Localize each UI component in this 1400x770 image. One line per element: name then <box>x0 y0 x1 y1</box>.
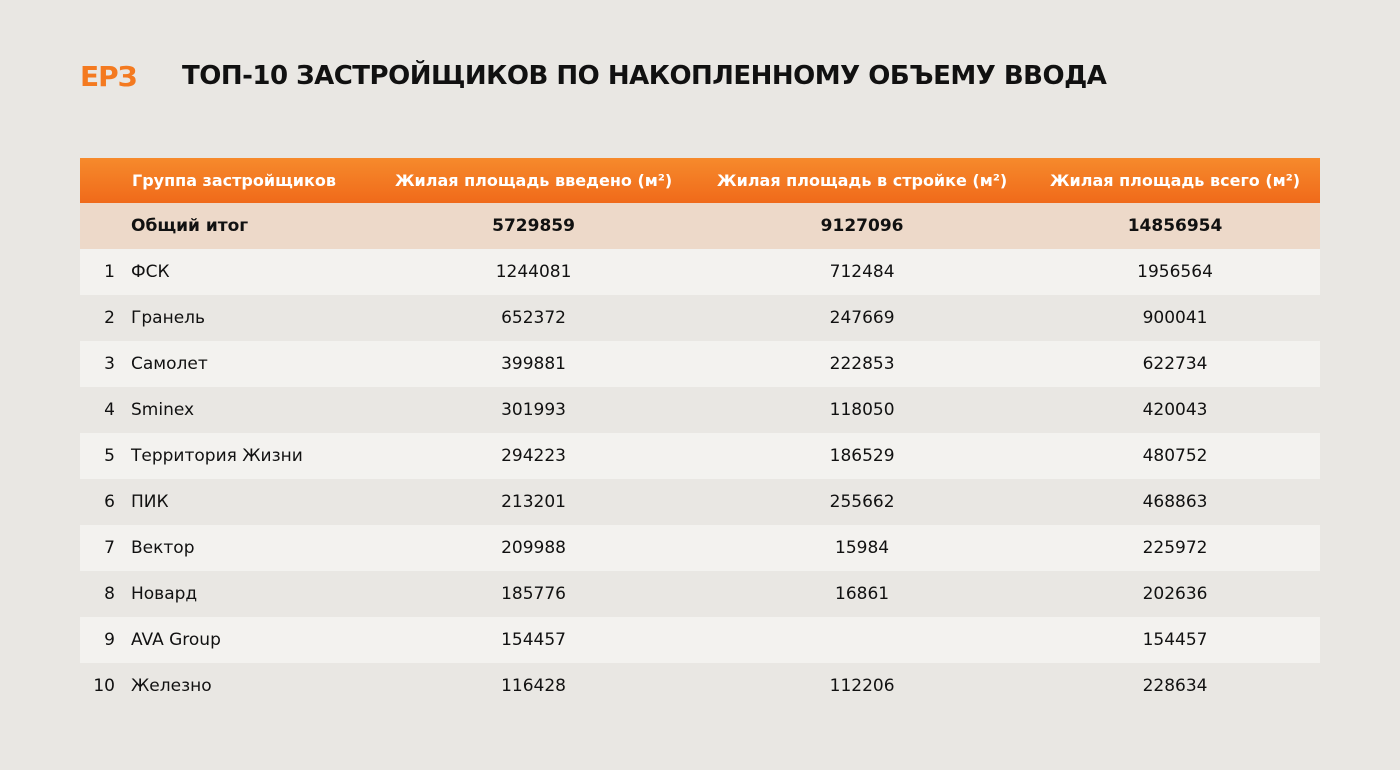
header-cell <box>80 158 131 203</box>
cell: 1 <box>80 249 131 295</box>
cell: ПИК <box>131 479 373 525</box>
row: 3 Самолет 399881 222853 622734 <box>80 341 1320 387</box>
cell: 399881 <box>373 341 695 387</box>
cell: 420043 <box>1030 387 1320 433</box>
cell: 116428 <box>373 663 695 709</box>
title: ТОП-10 ЗАСТРОЙЩИКОВ ПО НАКОПЛЕННОМУ ОБЪЕ… <box>182 61 1107 91</box>
cell: 185776 <box>373 571 695 617</box>
cell: 222853 <box>694 341 1031 387</box>
cell: 8 <box>80 571 131 617</box>
cell: 5729859 <box>373 203 695 249</box>
header-cell: Жилая площадь в стройке (м²) <box>694 158 1031 203</box>
cell: 9127096 <box>694 203 1031 249</box>
row: 8 Новард 185776 16861 202636 <box>80 571 1320 617</box>
cell: 5 <box>80 433 131 479</box>
logo: ЕРЗ <box>80 60 138 93</box>
row: 4 Sminex 301993 118050 420043 <box>80 387 1320 433</box>
cell: 6 <box>80 479 131 525</box>
cell: 154457 <box>1030 617 1320 663</box>
cell: Железно <box>131 663 373 709</box>
cell: 4 <box>80 387 131 433</box>
cell: 154457 <box>373 617 695 663</box>
header-cell: Жилая площадь всего (м²) <box>1030 158 1320 203</box>
cell: 652372 <box>373 295 695 341</box>
row: 10 Железно 116428 112206 228634 <box>80 663 1320 709</box>
cell: 247669 <box>694 295 1031 341</box>
cell: 16861 <box>694 571 1031 617</box>
cell: Новард <box>131 571 373 617</box>
cell: 301993 <box>373 387 695 433</box>
cell: 900041 <box>1030 295 1320 341</box>
table: Группа застройщиков Жилая площадь введен… <box>80 158 1320 709</box>
cell: 294223 <box>373 433 695 479</box>
cell: Вектор <box>131 525 373 571</box>
cell: 3 <box>80 341 131 387</box>
cell: 118050 <box>694 387 1031 433</box>
total-row: Общий итог 5729859 9127096 14856954 <box>80 203 1320 249</box>
cell: AVA Group <box>131 617 373 663</box>
cell <box>694 617 1031 663</box>
cell: 209988 <box>373 525 695 571</box>
cell: 622734 <box>1030 341 1320 387</box>
cell: Sminex <box>131 387 373 433</box>
cell: 225972 <box>1030 525 1320 571</box>
cell: 255662 <box>694 479 1031 525</box>
cell: 213201 <box>373 479 695 525</box>
cell: Общий итог <box>131 203 373 249</box>
row: 7 Вектор 209988 15984 225972 <box>80 525 1320 571</box>
cell: 9 <box>80 617 131 663</box>
cell: 2 <box>80 295 131 341</box>
cell: 202636 <box>1030 571 1320 617</box>
cell: 186529 <box>694 433 1031 479</box>
cell: 1956564 <box>1030 249 1320 295</box>
cell: ФСК <box>131 249 373 295</box>
cell: 112206 <box>694 663 1031 709</box>
header-cell: Группа застройщиков <box>131 158 373 203</box>
cell: Гранель <box>131 295 373 341</box>
cell: Самолет <box>131 341 373 387</box>
cell: 480752 <box>1030 433 1320 479</box>
cell: 712484 <box>694 249 1031 295</box>
cell: 1244081 <box>373 249 695 295</box>
row: 6 ПИК 213201 255662 468863 <box>80 479 1320 525</box>
row: 9 AVA Group 154457 154457 <box>80 617 1320 663</box>
row: 5 Территория Жизни 294223 186529 480752 <box>80 433 1320 479</box>
cell: 468863 <box>1030 479 1320 525</box>
header-row: Группа застройщиков Жилая площадь введен… <box>80 158 1320 203</box>
row: 1 ФСК 1244081 712484 1956564 <box>80 249 1320 295</box>
cell: 10 <box>80 663 131 709</box>
cell <box>80 203 131 249</box>
header-cell: Жилая площадь введено (м²) <box>373 158 695 203</box>
cell: 14856954 <box>1030 203 1320 249</box>
cell: 228634 <box>1030 663 1320 709</box>
cell: Территория Жизни <box>131 433 373 479</box>
cell: 7 <box>80 525 131 571</box>
row: 2 Гранель 652372 247669 900041 <box>80 295 1320 341</box>
cell: 15984 <box>694 525 1031 571</box>
